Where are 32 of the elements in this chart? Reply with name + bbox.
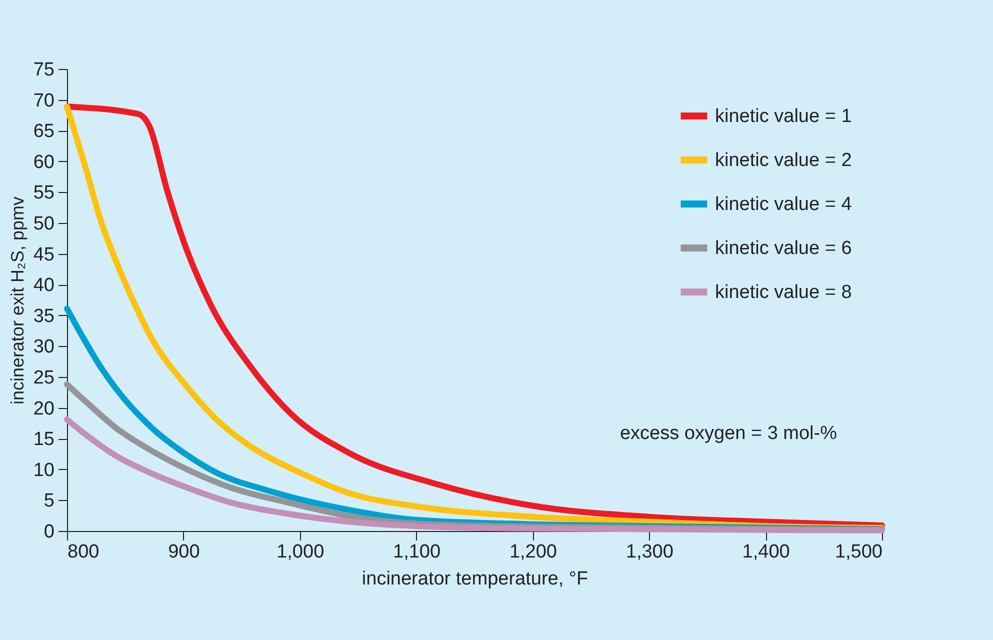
x-tick-label: 1,000: [276, 542, 324, 562]
y-tick-label: 35: [33, 306, 54, 327]
y-tick-label: 60: [33, 152, 54, 173]
legend-label: kinetic value = 4: [715, 194, 852, 215]
y-tick-label: 30: [33, 336, 54, 358]
y-tick-label: 45: [33, 244, 54, 266]
y-axis-title: incinerator exit H₂S, ppmv: [7, 196, 28, 405]
legend-label: kinetic value = 6: [715, 238, 852, 259]
legend-label: kinetic value = 1: [715, 106, 852, 127]
x-tick-label: 1,500: [834, 542, 882, 562]
x-tick-label: 1,100: [393, 542, 441, 562]
y-tick-label: 75: [33, 60, 54, 80]
y-tick-label: 15: [33, 429, 54, 450]
y-tick-label: 65: [33, 121, 54, 142]
y-tick-label: 10: [33, 460, 54, 481]
x-tick-label: 900: [168, 542, 200, 562]
y-tick-label: 50: [33, 214, 54, 234]
x-tick-label: 1,200: [509, 542, 557, 562]
y-tick-label: 5: [44, 490, 54, 512]
x-tick-label: 800: [68, 542, 100, 562]
y-tick-label: 55: [33, 182, 54, 204]
y-tick-label: 20: [33, 398, 54, 420]
y-tick-label: 25: [33, 368, 54, 388]
legend-label: kinetic value = 2: [715, 150, 852, 171]
legend-label: kinetic value = 8: [715, 282, 852, 303]
y-tick-label: 40: [33, 275, 54, 296]
x-tick-label: 1,300: [626, 542, 674, 562]
annotation: excess oxygen = 3 mol-%: [620, 423, 838, 444]
x-tick-label: 1,400: [742, 542, 790, 562]
y-tick-label: 70: [33, 90, 54, 112]
x-axis-title: incinerator temperature, °F: [362, 568, 588, 590]
y-tick-label: 0: [44, 522, 54, 542]
